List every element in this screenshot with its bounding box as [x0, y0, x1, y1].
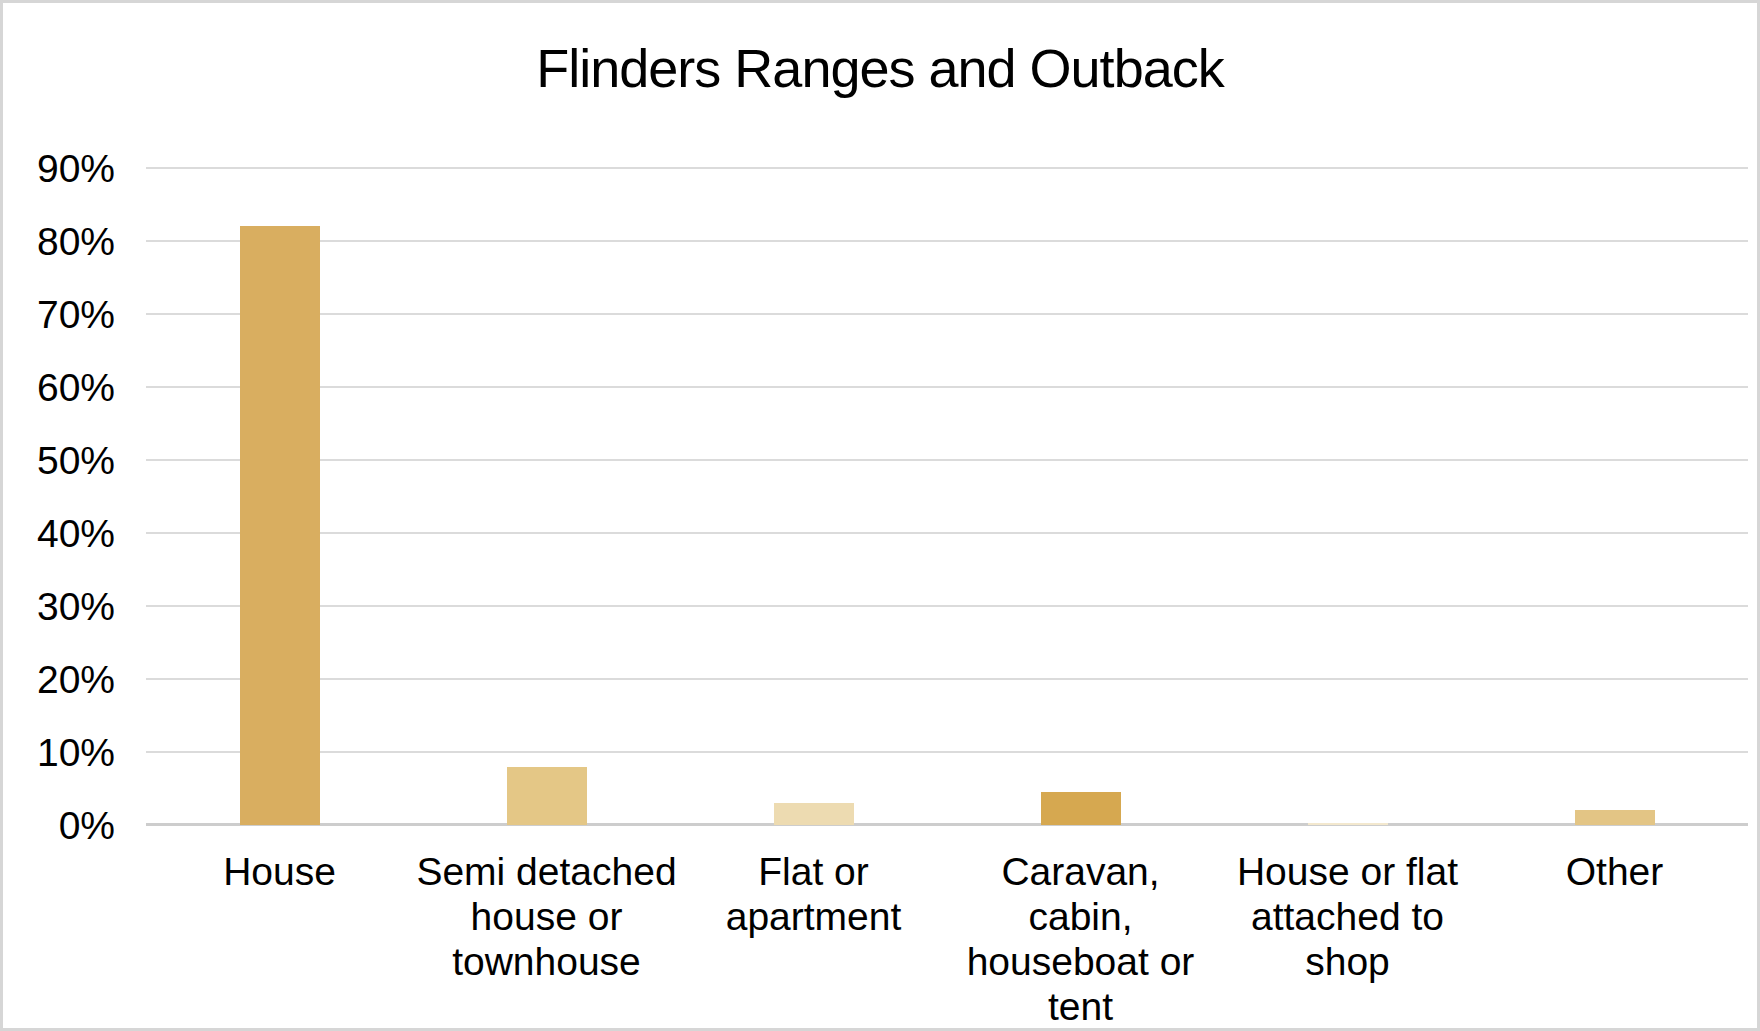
bar-slot [947, 168, 1214, 825]
x-axis-category-label: House [146, 849, 413, 1029]
y-axis-tick-label: 70% [3, 295, 115, 334]
x-axis-category-label: Caravan, cabin,houseboat ortent [947, 849, 1214, 1029]
x-axis-category-label: Other [1481, 849, 1748, 1029]
x-axis-category-label-line: Caravan, cabin, [947, 849, 1214, 939]
y-axis-tick-label: 90% [3, 149, 115, 188]
bar-slot [146, 168, 413, 825]
x-axis-category-label-line: house or [413, 894, 680, 939]
x-axis-category-label-line: tent [947, 984, 1214, 1029]
x-axis-category-label: House or flatattached toshop [1214, 849, 1481, 1029]
y-axis-tick-label: 50% [3, 441, 115, 480]
x-axis-category-label-line: shop [1214, 939, 1481, 984]
x-axis-category-label-line: House or flat [1214, 849, 1481, 894]
y-axis-tick-label: 40% [3, 514, 115, 553]
x-axis-category-label-line: House [146, 849, 413, 894]
bar-house-or-flat-attached-to-shop [1308, 823, 1388, 825]
bar-house [240, 226, 320, 825]
x-axis-category-label-line: Semi detached [413, 849, 680, 894]
x-axis-category-label-line: Flat or [680, 849, 947, 894]
bar-slot [1481, 168, 1748, 825]
x-axis-category-label-line: apartment [680, 894, 947, 939]
x-axis-category-label: Semi detachedhouse ortownhouse [413, 849, 680, 1029]
bar-slot [680, 168, 947, 825]
x-axis-category-label-line: townhouse [413, 939, 680, 984]
chart-frame: Flinders Ranges and Outback 0% 10% 20% 30% 4… [0, 0, 1760, 1031]
y-axis-tick-label: 10% [3, 733, 115, 772]
y-axis-tick-label: 30% [3, 587, 115, 626]
bar-caravan-cabin-houseboat-or-tent [1041, 792, 1121, 825]
y-axis-tick-label: 60% [3, 368, 115, 407]
bar-slot [413, 168, 680, 825]
x-axis: HouseSemi detachedhouse ortownhouseFlat … [146, 849, 1748, 1029]
x-axis-category-label: Flat orapartment [680, 849, 947, 1029]
x-axis-category-label-line: houseboat or [947, 939, 1214, 984]
chart-title: Flinders Ranges and Outback [3, 37, 1757, 99]
y-axis: 0%10%20%30%40%50%60%70%80%90% [3, 168, 115, 825]
x-axis-category-label-line: Other [1481, 849, 1748, 894]
y-axis-tick-label: 20% [3, 660, 115, 699]
bar-other [1575, 810, 1655, 825]
y-axis-tick-label: 0% [3, 806, 115, 845]
bar-semi-detached-house-or-townhouse [507, 767, 587, 825]
bar-slot [1214, 168, 1481, 825]
bars-row [146, 168, 1748, 825]
plot-area [146, 168, 1748, 825]
y-axis-tick-label: 80% [3, 222, 115, 261]
x-axis-category-label-line: attached to [1214, 894, 1481, 939]
bar-flat-or-apartment [774, 803, 854, 825]
